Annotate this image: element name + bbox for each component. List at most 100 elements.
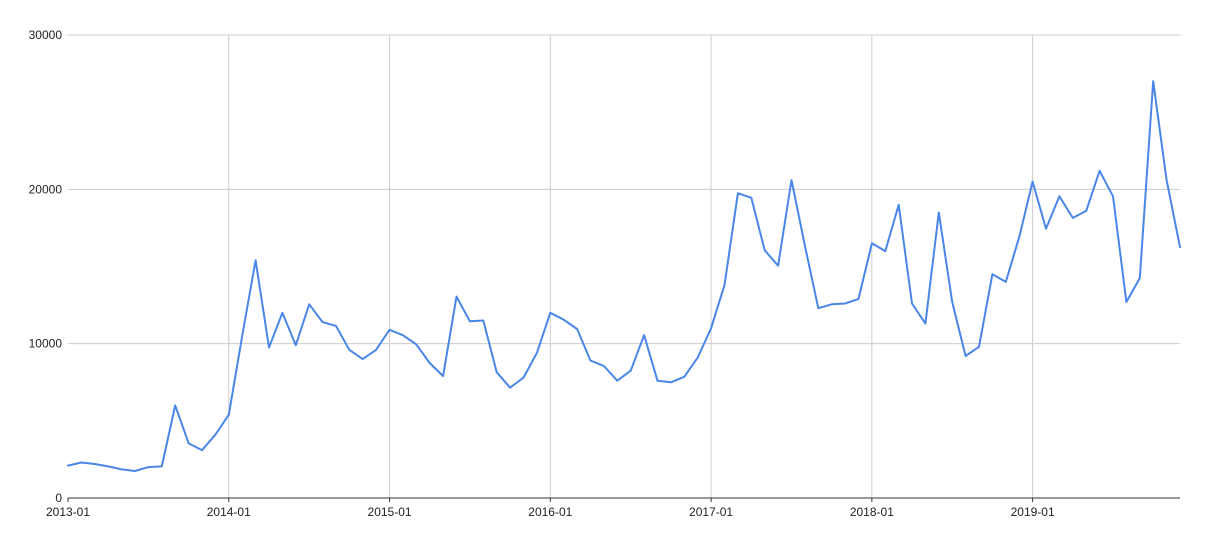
x-tick-label: 2017-01 <box>689 505 733 519</box>
data-point <box>871 242 873 244</box>
data-point <box>1099 170 1101 172</box>
data-point <box>1018 236 1020 238</box>
data-point <box>991 273 993 275</box>
y-tick-labels: 0 10000 20000 30000 <box>29 28 63 505</box>
data-point <box>683 376 685 378</box>
data-point <box>335 325 337 327</box>
data-point <box>978 346 980 348</box>
data-point <box>322 321 324 323</box>
data-point <box>616 380 618 382</box>
data-point <box>1166 179 1168 181</box>
data-point <box>415 343 417 345</box>
data-point <box>442 375 444 377</box>
y-tick-label: 10000 <box>29 337 63 351</box>
data-point <box>911 303 913 305</box>
data-point <box>201 449 203 451</box>
data-point <box>576 328 578 330</box>
data-point <box>1152 80 1154 82</box>
data-point <box>241 335 243 337</box>
data-point <box>174 404 176 406</box>
y-tick-label: 30000 <box>29 28 63 42</box>
data-point <box>1032 181 1034 183</box>
data-point <box>951 301 953 303</box>
data-point <box>844 303 846 305</box>
x-tick-labels: 2013-01 2014-01 2015-01 2016-01 2017-01 2018-… <box>46 505 1055 519</box>
series-layer <box>67 80 1181 472</box>
data-point <box>764 249 766 251</box>
x-tick-label: 2018-01 <box>850 505 894 519</box>
data-point <box>469 320 471 322</box>
data-point <box>831 303 833 305</box>
x-tick-label: 2015-01 <box>368 505 412 519</box>
data-point <box>80 462 82 464</box>
x-tick-label: 2019-01 <box>1011 505 1055 519</box>
data-point <box>1139 277 1141 279</box>
data-point <box>1005 281 1007 283</box>
data-point <box>121 468 123 470</box>
data-point <box>1125 301 1127 303</box>
data-point <box>858 298 860 300</box>
data-point <box>348 349 350 351</box>
data-point <box>724 284 726 286</box>
y-tick-label: 20000 <box>29 182 63 196</box>
data-point <box>1085 210 1087 212</box>
data-point <box>657 380 659 382</box>
data-point <box>965 355 967 357</box>
data-point <box>791 179 793 181</box>
data-point <box>1179 246 1181 248</box>
data-point <box>94 463 96 465</box>
data-point <box>777 265 779 267</box>
data-point <box>456 296 458 298</box>
data-point <box>375 349 377 351</box>
data-point <box>268 347 270 349</box>
data-point <box>697 357 699 359</box>
data-point <box>884 250 886 252</box>
data-point <box>308 303 310 305</box>
data-point <box>643 334 645 336</box>
data-point <box>228 414 230 416</box>
data-point <box>750 197 752 199</box>
data-point <box>630 370 632 372</box>
data-point <box>107 465 109 467</box>
data-point <box>670 381 672 383</box>
data-point <box>817 307 819 309</box>
data-point <box>924 323 926 325</box>
data-point <box>147 466 149 468</box>
data-point <box>1072 217 1074 219</box>
data-point <box>482 320 484 322</box>
data-point <box>161 465 163 467</box>
data-point <box>1112 195 1114 197</box>
axes <box>67 497 1180 502</box>
data-point <box>188 442 190 444</box>
x-tick-label: 2013-01 <box>46 505 90 519</box>
data-point <box>523 377 525 379</box>
data-point <box>549 312 551 314</box>
data-point <box>898 204 900 206</box>
data-point <box>1058 195 1060 197</box>
data-point <box>402 334 404 336</box>
data-point <box>214 434 216 436</box>
y-tick-label: 0 <box>55 491 62 505</box>
data-point <box>563 319 565 321</box>
data-point <box>509 387 511 389</box>
data-point <box>590 360 592 362</box>
series-line <box>67 80 1181 472</box>
x-tick-label: 2014-01 <box>207 505 251 519</box>
data-point <box>389 329 391 331</box>
data-point <box>295 344 297 346</box>
data-point <box>362 358 364 360</box>
data-point <box>938 212 940 214</box>
data-point <box>536 352 538 354</box>
grid-lines <box>68 34 1180 498</box>
data-point <box>710 327 712 329</box>
data-point <box>67 465 69 467</box>
data-point <box>1045 228 1047 230</box>
x-tick-label: 2016-01 <box>528 505 572 519</box>
data-point <box>603 365 605 367</box>
data-point <box>496 371 498 373</box>
data-point <box>281 312 283 314</box>
data-point <box>737 192 739 194</box>
data-point <box>134 470 136 472</box>
data-point <box>255 259 257 261</box>
